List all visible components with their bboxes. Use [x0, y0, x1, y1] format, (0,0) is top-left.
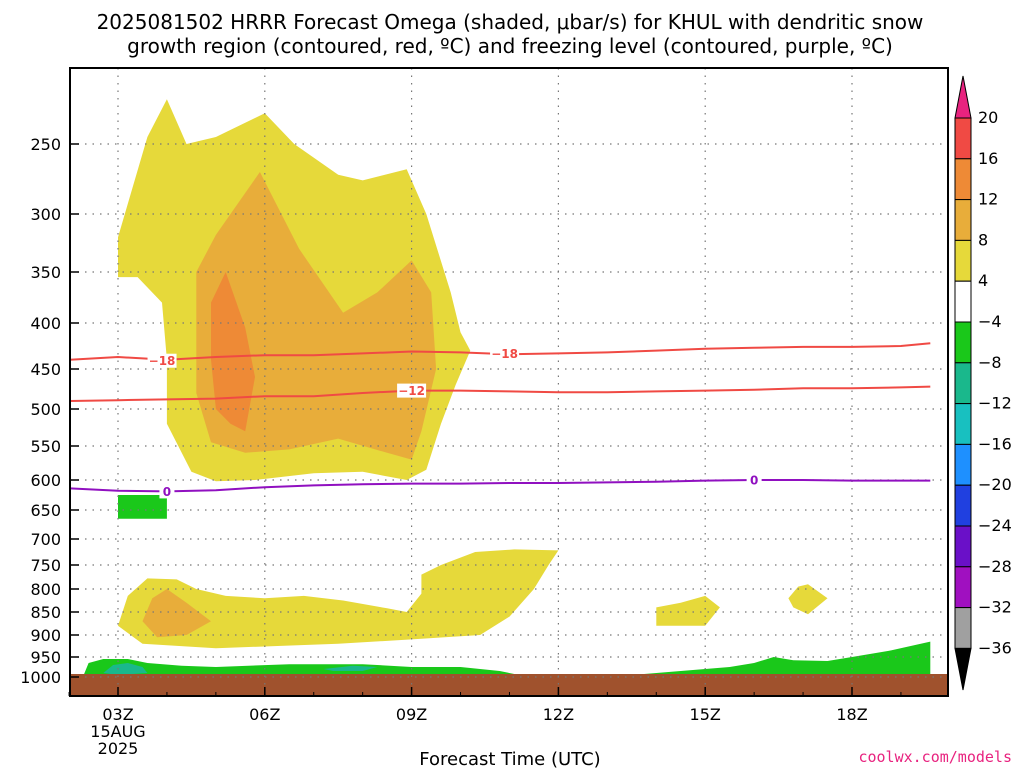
y-tick-label-8: 650 — [30, 501, 61, 520]
x-tick-label-3: 12Z — [543, 705, 574, 724]
colorbar-block-4 — [954, 280, 972, 323]
x-tick-label-0: 03Z — [102, 705, 133, 724]
colorbar-bottom-arrow — [954, 647, 972, 691]
colorbar-block-6 — [954, 362, 972, 405]
y-tick-label-13: 900 — [30, 626, 61, 645]
colorbar-label-3: 8 — [978, 230, 988, 249]
chart-title-line1: 2025081502 HRRR Forecast Omega (shaded, … — [97, 10, 924, 34]
y-tick-label-6: 550 — [30, 437, 61, 456]
x-tick-label-1: 06Z — [249, 705, 280, 724]
colorbar-label-2: 12 — [978, 190, 998, 209]
x-tick-label-2: 09Z — [396, 705, 427, 724]
contour-label-bg-0-1 — [490, 346, 520, 361]
contour-label-0-0: −18 — [149, 354, 176, 368]
colorbar-label-6: −8 — [978, 353, 1002, 372]
x-tick-label-5: 18Z — [836, 705, 867, 724]
contour-label-bg-1-0 — [397, 383, 427, 398]
contour-label-0-1: −18 — [491, 347, 518, 361]
x-date-line1: 15AUG — [90, 722, 145, 741]
colorbar-label-4: 4 — [978, 271, 988, 290]
y-tick-label-2: 350 — [30, 263, 61, 282]
omega-region-11 — [597, 641, 931, 681]
x-tick-label-4: 15Z — [690, 705, 721, 724]
colorbar-block-12 — [954, 607, 972, 649]
y-tick-label-3: 400 — [30, 314, 61, 333]
colorbar-label-11: −28 — [978, 557, 1012, 576]
y-tick-label-1: 300 — [30, 205, 61, 224]
chart-title-line2: growth region (contoured, red, ºC) and f… — [127, 34, 893, 58]
colorbar-label-8: −16 — [978, 434, 1012, 453]
colorbar-block-11 — [954, 566, 972, 609]
x-axis-label: Forecast Time (UTC) — [419, 749, 600, 768]
contour-label-bg-2-1 — [746, 473, 762, 487]
contour-label-2-1: 0 — [750, 474, 758, 488]
contour-label-2-0: 0 — [163, 485, 171, 499]
colorbar-label-12: −32 — [978, 598, 1012, 617]
contour-label-bg-2-0 — [159, 484, 175, 499]
temperature-contours: −18 −18 −12 0 0 — [69, 342, 931, 499]
colorbar-label-0: 20 — [978, 108, 998, 127]
omega-region-5 — [656, 595, 720, 626]
colorbar-block-3 — [954, 239, 972, 282]
y-tick-label-15: 1000 — [20, 668, 61, 687]
colorbar-label-1: 16 — [978, 149, 998, 168]
y-tick-label-4: 450 — [30, 360, 61, 379]
colorbar-block-0 — [954, 117, 972, 160]
omega-region-7 — [118, 495, 167, 519]
colorbar-block-5 — [954, 321, 972, 364]
contour-line-2 — [69, 479, 931, 493]
contour-label-bg-0-0 — [147, 353, 177, 368]
colorbar-block-2 — [954, 199, 972, 241]
omega-region-3 — [118, 549, 559, 649]
y-tick-label-9: 700 — [30, 530, 61, 549]
colorbar-label-9: −20 — [978, 475, 1012, 494]
y-tick-label-5: 500 — [30, 400, 61, 419]
y-tick-label-12: 850 — [30, 603, 61, 622]
y-tick-label-7: 600 — [30, 471, 61, 490]
colorbar-label-5: −4 — [978, 312, 1002, 331]
colorbar-block-7 — [954, 403, 972, 445]
contour-label-1-0: −12 — [398, 384, 425, 398]
colorbar: 20 16 12 8 4 −4 −8 −12 −16 −20 −24 −28 −32 −36 — [954, 75, 1012, 691]
colorbar-top-arrow — [954, 75, 972, 119]
contour-line-1 — [69, 385, 931, 402]
y-tick-label-0: 250 — [30, 135, 61, 154]
credit-text: coolwx.com/models — [858, 748, 1012, 766]
omega-region-10 — [323, 665, 378, 671]
x-date-line2: 2025 — [98, 739, 139, 758]
omega-region-1 — [196, 172, 437, 460]
colorbar-label-13: −36 — [978, 638, 1012, 657]
colorbar-label-7: −12 — [978, 394, 1012, 413]
colorbar-label-10: −24 — [978, 516, 1012, 535]
y-tick-label-14: 950 — [30, 648, 61, 667]
omega-region-6 — [788, 584, 828, 615]
colorbar-block-1 — [954, 158, 972, 201]
omega-region-2 — [211, 272, 255, 432]
omega-shading — [83, 99, 931, 681]
colorbar-block-9 — [954, 484, 972, 527]
y-tick-label-10: 750 — [30, 556, 61, 575]
y-tick-label-11: 800 — [30, 580, 61, 599]
omega-region-9 — [103, 663, 148, 675]
y-axis: 250 300 350 400 450 500 550 600 650 700 750 800 850 9… — [20, 135, 79, 687]
omega-region-4 — [142, 589, 211, 638]
ground-fill — [70, 674, 948, 696]
colorbar-block-8 — [954, 443, 972, 486]
colorbar-block-10 — [954, 525, 972, 568]
ground-surface — [70, 674, 948, 696]
x-axis: 03Z 06Z 09Z 12Z 15Z 18Z — [68, 687, 902, 724]
